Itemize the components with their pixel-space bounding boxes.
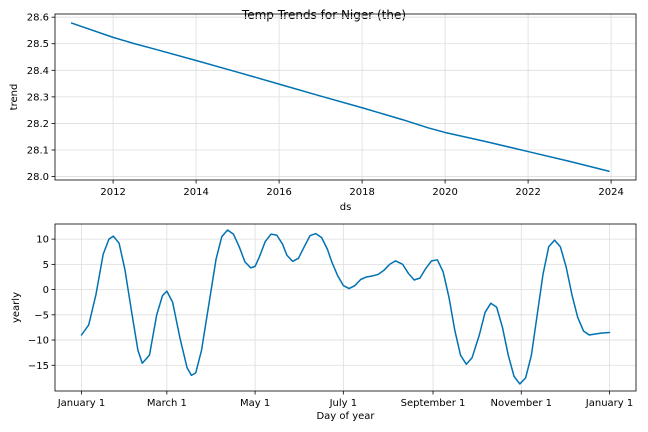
trend-panel: 2012 2014 2016 2018 2020 2022 2024 28.0 28.1 28.2…: [9, 13, 637, 213]
trend-x-axis-label: ds: [340, 202, 352, 213]
yearly-x-tick-label: March 1: [147, 398, 187, 409]
trend-x-tick-label: 2020: [432, 187, 457, 198]
yearly-y-tick-label: −10: [28, 336, 49, 347]
trend-grid: [55, 14, 636, 180]
yearly-panel: January 1 March 1 May 1 July 1 September 1 No…: [11, 223, 637, 422]
trend-x-tick-label: 2024: [598, 187, 623, 198]
trend-y-tick-label: 28.0: [27, 172, 49, 183]
trend-y-tick-label: 28.3: [27, 92, 49, 103]
yearly-y-axis-label: yearly: [11, 292, 22, 323]
yearly-x-tick-label: January 1: [585, 398, 633, 409]
yearly-y-tick-label: 0: [43, 285, 49, 296]
yearly-x-axis-label: Day of year: [316, 411, 375, 422]
yearly-axes-frame: [54, 223, 637, 392]
trend-y-tick-label: 28.2: [27, 119, 49, 130]
trend-y-tick-label: 28.6: [27, 13, 49, 24]
yearly-x-tick-label: January 1: [57, 398, 105, 409]
trend-y-axis-label: trend: [9, 84, 20, 111]
trend-y-tick-label: 28.4: [27, 66, 49, 77]
trend-x-tick-label: 2016: [266, 187, 291, 198]
yearly-x-tick-label: September 1: [401, 398, 466, 409]
trend-y-tick-label: 28.1: [27, 145, 49, 156]
yearly-x-tick-label: November 1: [490, 398, 552, 409]
yearly-y-tick-label: −15: [28, 361, 49, 372]
yearly-series-line: [80, 229, 611, 385]
trend-x-tick-label: 2022: [515, 187, 540, 198]
trend-x-tick-label: 2018: [349, 187, 374, 198]
trend-y-tick-label: 28.5: [27, 39, 49, 50]
figure-title: Temp Trends for Niger (the): [241, 8, 406, 22]
trend-x-tick-label: 2012: [100, 187, 125, 198]
trend-series-line: [70, 22, 610, 172]
yearly-grid: [55, 224, 636, 391]
yearly-x-tick-label: July 1: [329, 398, 358, 409]
yearly-y-tick-label: 10: [36, 235, 49, 246]
yearly-y-tick-label: −5: [34, 310, 49, 321]
yearly-x-tick-label: May 1: [240, 398, 270, 409]
yearly-y-tick-label: 5: [43, 260, 49, 271]
trend-x-tick-label: 2014: [183, 187, 208, 198]
